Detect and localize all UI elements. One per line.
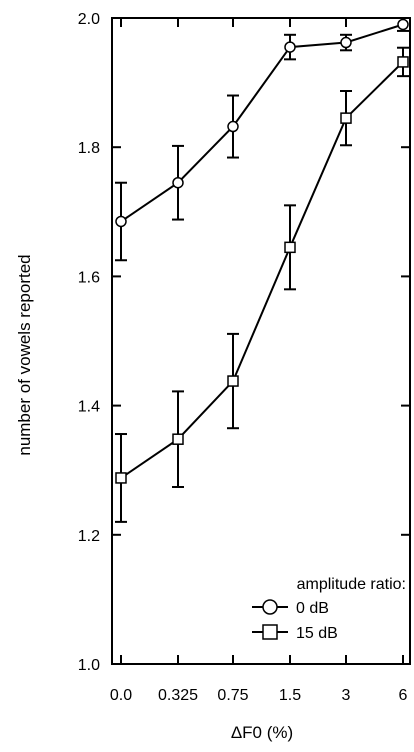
- data-point-square: [340, 112, 352, 124]
- series-line: [120, 23, 404, 223]
- data-point-square: [397, 56, 409, 68]
- x-axis-title: ΔF0 (%): [231, 723, 293, 742]
- data-point-circle: [172, 176, 184, 189]
- plot-frame: [111, 17, 411, 665]
- x-tick-label: 3: [342, 687, 351, 704]
- data-point-circle: [397, 18, 409, 31]
- x-tick-label: 0.325: [158, 687, 198, 704]
- legend-label: 15 dB: [296, 625, 338, 642]
- y-tick-label: 1.8: [78, 140, 100, 157]
- series-layer: [115, 17, 409, 523]
- data-point-square: [172, 433, 184, 445]
- y-tick-label: 1.4: [78, 399, 100, 416]
- y-tick-label: 2.0: [78, 11, 100, 28]
- legend-marker-square: [262, 624, 278, 640]
- y-tick-label: 1.6: [78, 269, 100, 286]
- y-axis-title: number of vowels reported: [15, 254, 34, 455]
- legend-marker-circle: [262, 599, 278, 615]
- x-tick-label: 0.75: [217, 687, 248, 704]
- y-tick-label: 1.2: [78, 528, 100, 545]
- data-point-circle: [115, 215, 127, 228]
- series-circle: [115, 17, 409, 262]
- series-square: [115, 46, 409, 523]
- y-tick-label: 1.0: [78, 657, 100, 674]
- data-point-circle: [284, 41, 296, 53]
- x-tick-label: 1.5: [279, 687, 301, 704]
- axes: 1.0 1.2 1.4 1.6 1.8 2.0 0.0 0.325 0.75 1.5 3 6 ΔF0 (…: [15, 11, 411, 742]
- data-point-square: [284, 241, 296, 254]
- x-tick-label: 0.0: [110, 687, 132, 704]
- x-tick-label: 6: [399, 687, 408, 704]
- data-point-circle: [227, 120, 239, 133]
- legend-title: amplitude ratio:: [297, 576, 406, 593]
- data-point-circle: [340, 36, 352, 49]
- legend: amplitude ratio: 0 dB 15 dB: [252, 576, 406, 642]
- data-point-square: [115, 472, 127, 484]
- legend-label: 0 dB: [296, 600, 329, 617]
- series-line: [120, 61, 404, 479]
- data-point-square: [227, 375, 239, 387]
